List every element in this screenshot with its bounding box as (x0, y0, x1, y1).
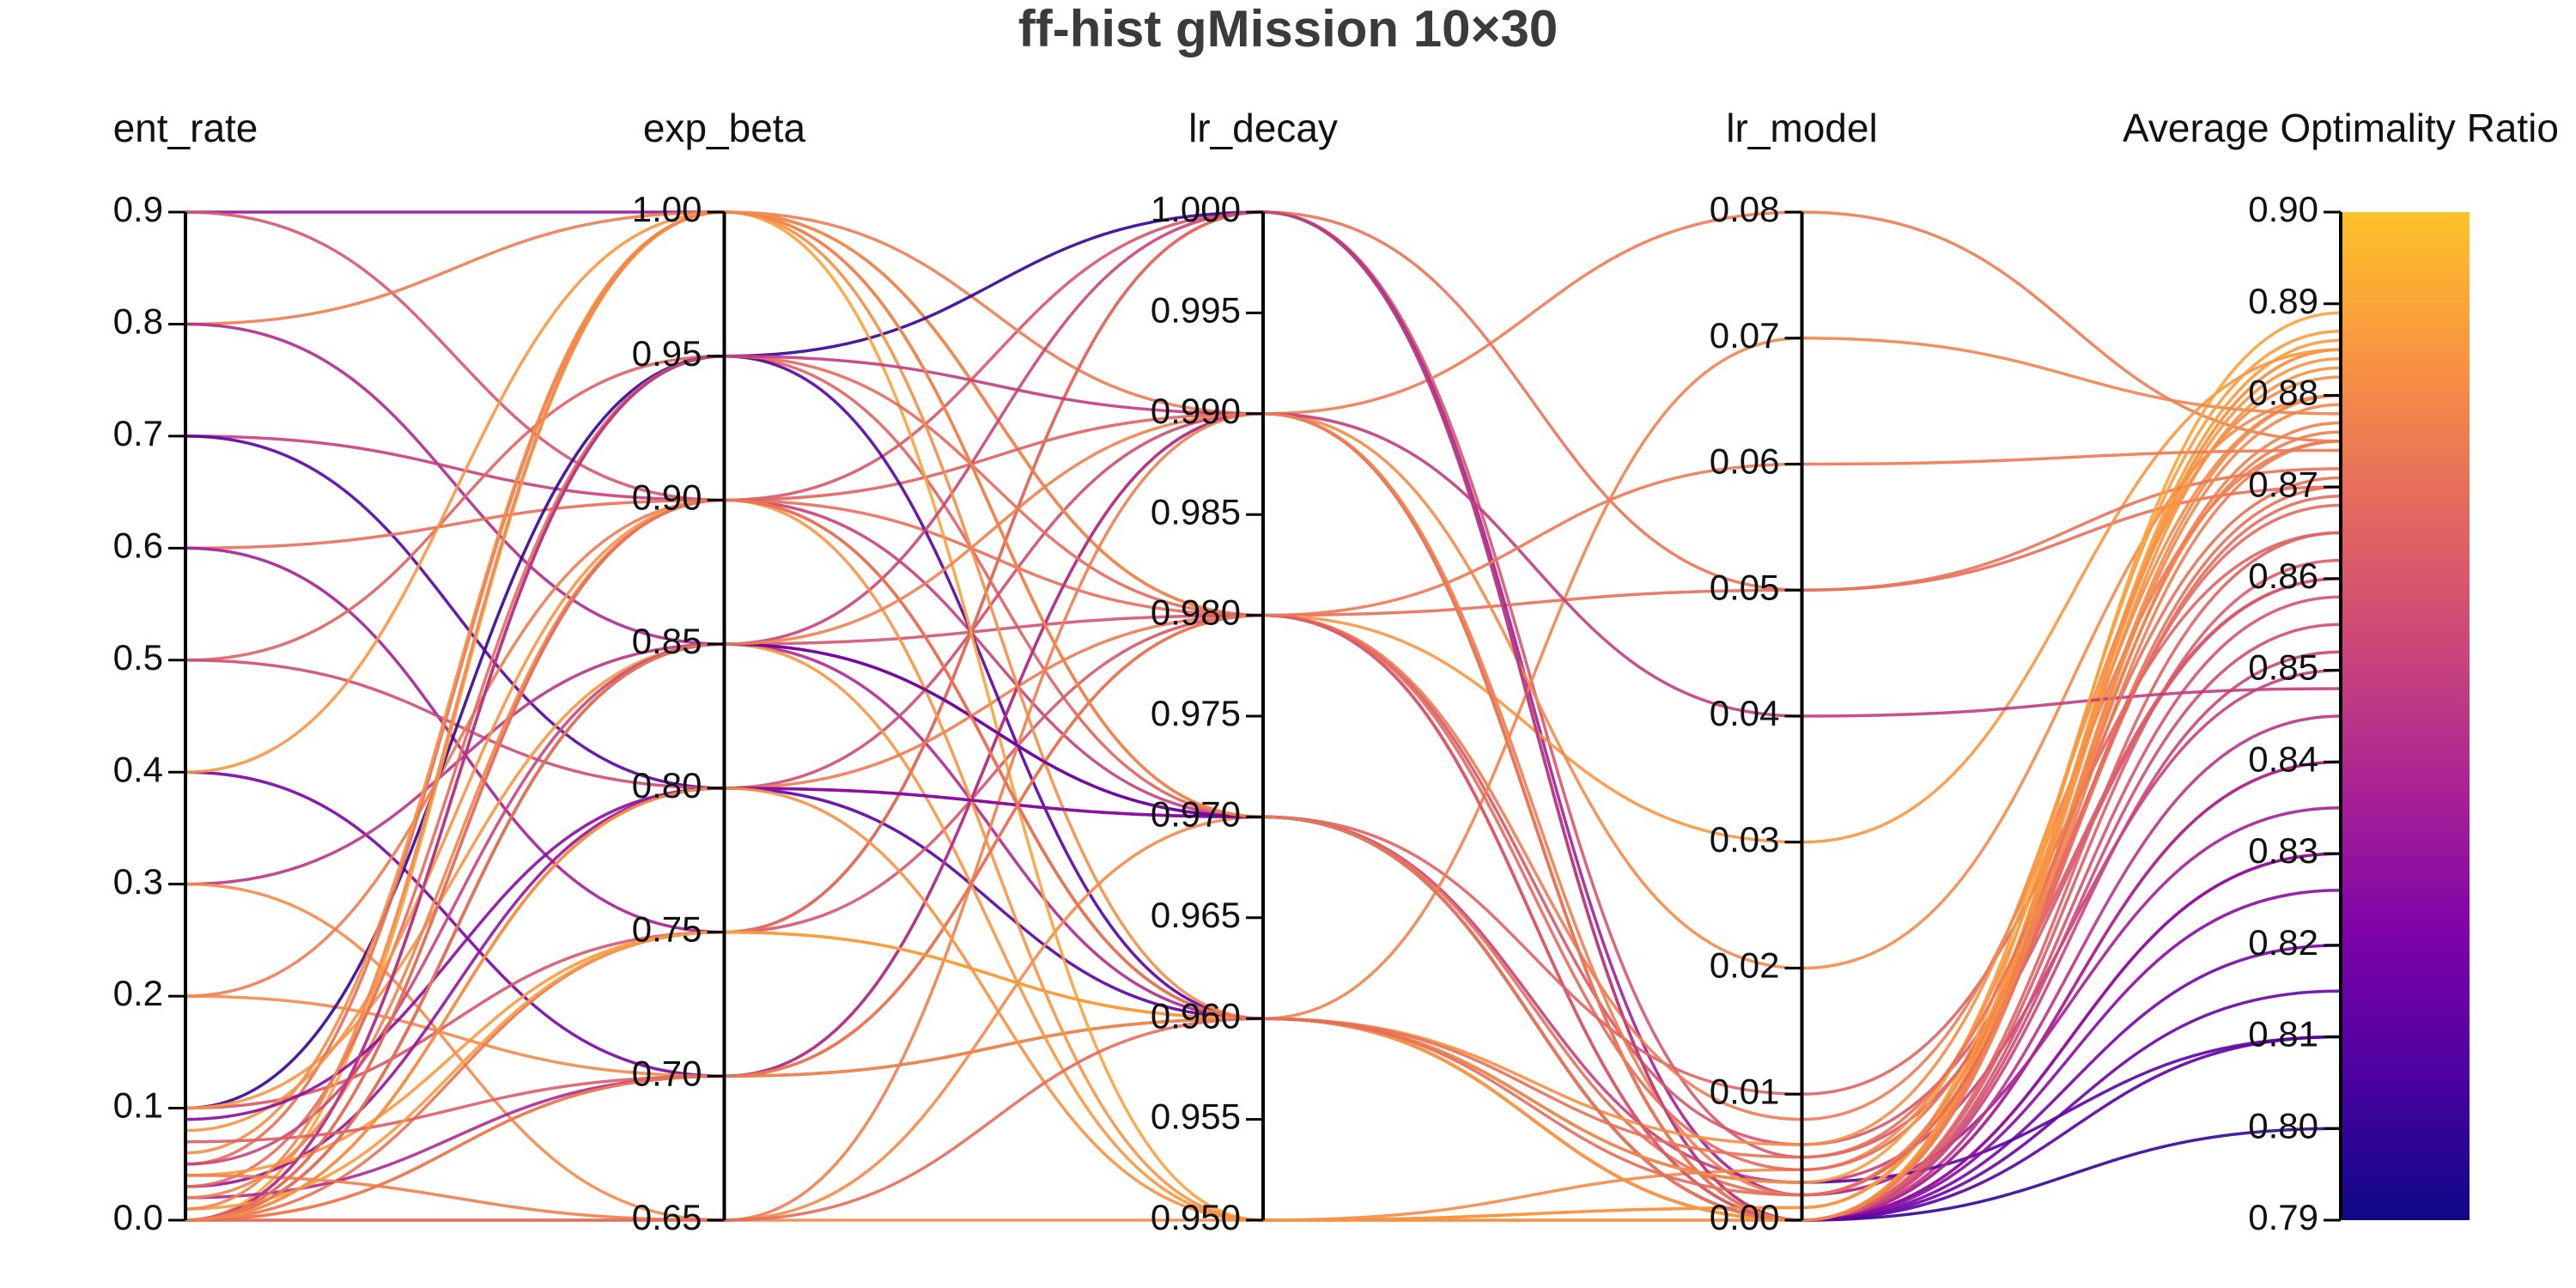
tick-label: 0.965 (1151, 895, 1241, 935)
tick-label: 0.85 (2248, 647, 2318, 688)
record-line (185, 412, 2342, 1222)
tick-label: 0.87 (2248, 464, 2318, 504)
chart-title: ff-hist gMission 10×30 (1018, 0, 1558, 58)
tick-label: 0.06 (1710, 441, 1780, 482)
tick-label: 0.88 (2248, 373, 2318, 413)
tick-label: 0.7 (113, 413, 163, 453)
tick-label: 0.86 (2248, 556, 2318, 596)
tick-label: 0.01 (1710, 1071, 1780, 1111)
tick-label: 0.80 (2248, 1105, 2318, 1145)
lines (185, 210, 2342, 1222)
tick-label: 0.81 (2248, 1014, 2318, 1054)
tick-label: 0.6 (113, 525, 163, 565)
tick-label: 0.05 (1710, 567, 1780, 607)
tick-label: 0.9 (113, 189, 163, 229)
tick-label: 0.995 (1151, 289, 1241, 330)
colorbar (2341, 212, 2470, 1220)
axis-title: exp_beta (643, 106, 806, 150)
tick-label: 0.95 (632, 333, 702, 374)
tick-label: 0.90 (2248, 189, 2318, 229)
tick-label: 0.970 (1151, 793, 1241, 834)
record-line (185, 210, 2342, 1222)
tick-label: 0.80 (632, 765, 702, 805)
tick-label: 0.950 (1151, 1197, 1241, 1237)
tick-label: 0.990 (1151, 391, 1241, 431)
tick-label: 1.00 (632, 189, 702, 229)
tick-label: 0.960 (1151, 995, 1241, 1036)
tick-label: 0.980 (1151, 592, 1241, 633)
tick-label: 0.90 (632, 477, 702, 518)
tick-label: 0.3 (113, 861, 163, 902)
axis-title: lr_decay (1188, 106, 1338, 150)
record-line (185, 393, 2342, 1078)
tick-label: 0.07 (1710, 315, 1780, 355)
tick-label: 0.04 (1710, 693, 1780, 733)
tick-label: 0.08 (1710, 189, 1780, 229)
axis-title: lr_model (1726, 106, 1877, 150)
record-line (185, 558, 2342, 1222)
record-line (185, 354, 2342, 1222)
tick-label: 0.5 (113, 637, 163, 677)
tick-label: 0.02 (1710, 945, 1780, 986)
tick-label: 0.955 (1151, 1097, 1241, 1137)
record-line (185, 210, 2342, 1222)
tick-label: 0.985 (1151, 491, 1241, 532)
tick-label: 0.83 (2248, 830, 2318, 871)
tick-label: 0.4 (113, 749, 163, 789)
axis-title: ent_rate (113, 106, 258, 150)
tick-label: 0.82 (2248, 922, 2318, 963)
axis-title: Average Optimality Ratio (2123, 106, 2559, 150)
tick-label: 0.00 (1710, 1197, 1780, 1237)
tick-label: 0.79 (2248, 1197, 2318, 1237)
tick-label: 0.85 (632, 621, 702, 661)
tick-label: 0.65 (632, 1197, 702, 1237)
tick-label: 0.70 (632, 1053, 702, 1093)
record-line (185, 357, 2342, 1222)
record-line (185, 476, 2342, 1222)
tick-label: 0.975 (1151, 693, 1241, 733)
tick-label: 0.75 (632, 909, 702, 950)
record-line (185, 210, 2342, 1222)
record-line (185, 448, 2342, 1222)
tick-label: 0.84 (2248, 738, 2318, 779)
tick-label: 0.89 (2248, 281, 2318, 321)
tick-label: 0.2 (113, 973, 163, 1013)
record-line (185, 210, 2342, 1155)
tick-label: 1.000 (1151, 189, 1241, 229)
tick-label: 0.8 (113, 301, 163, 342)
tick-label: 0.03 (1710, 819, 1780, 860)
tick-label: 0.1 (113, 1085, 163, 1126)
record-line (185, 495, 2342, 1222)
axes: ent_rate 0.0 0.1 0.2 0.3 0.4 0.5 0.6 0.7 0.8 0.9 ex… (113, 106, 2559, 1237)
tick-label: 0.0 (113, 1197, 163, 1237)
